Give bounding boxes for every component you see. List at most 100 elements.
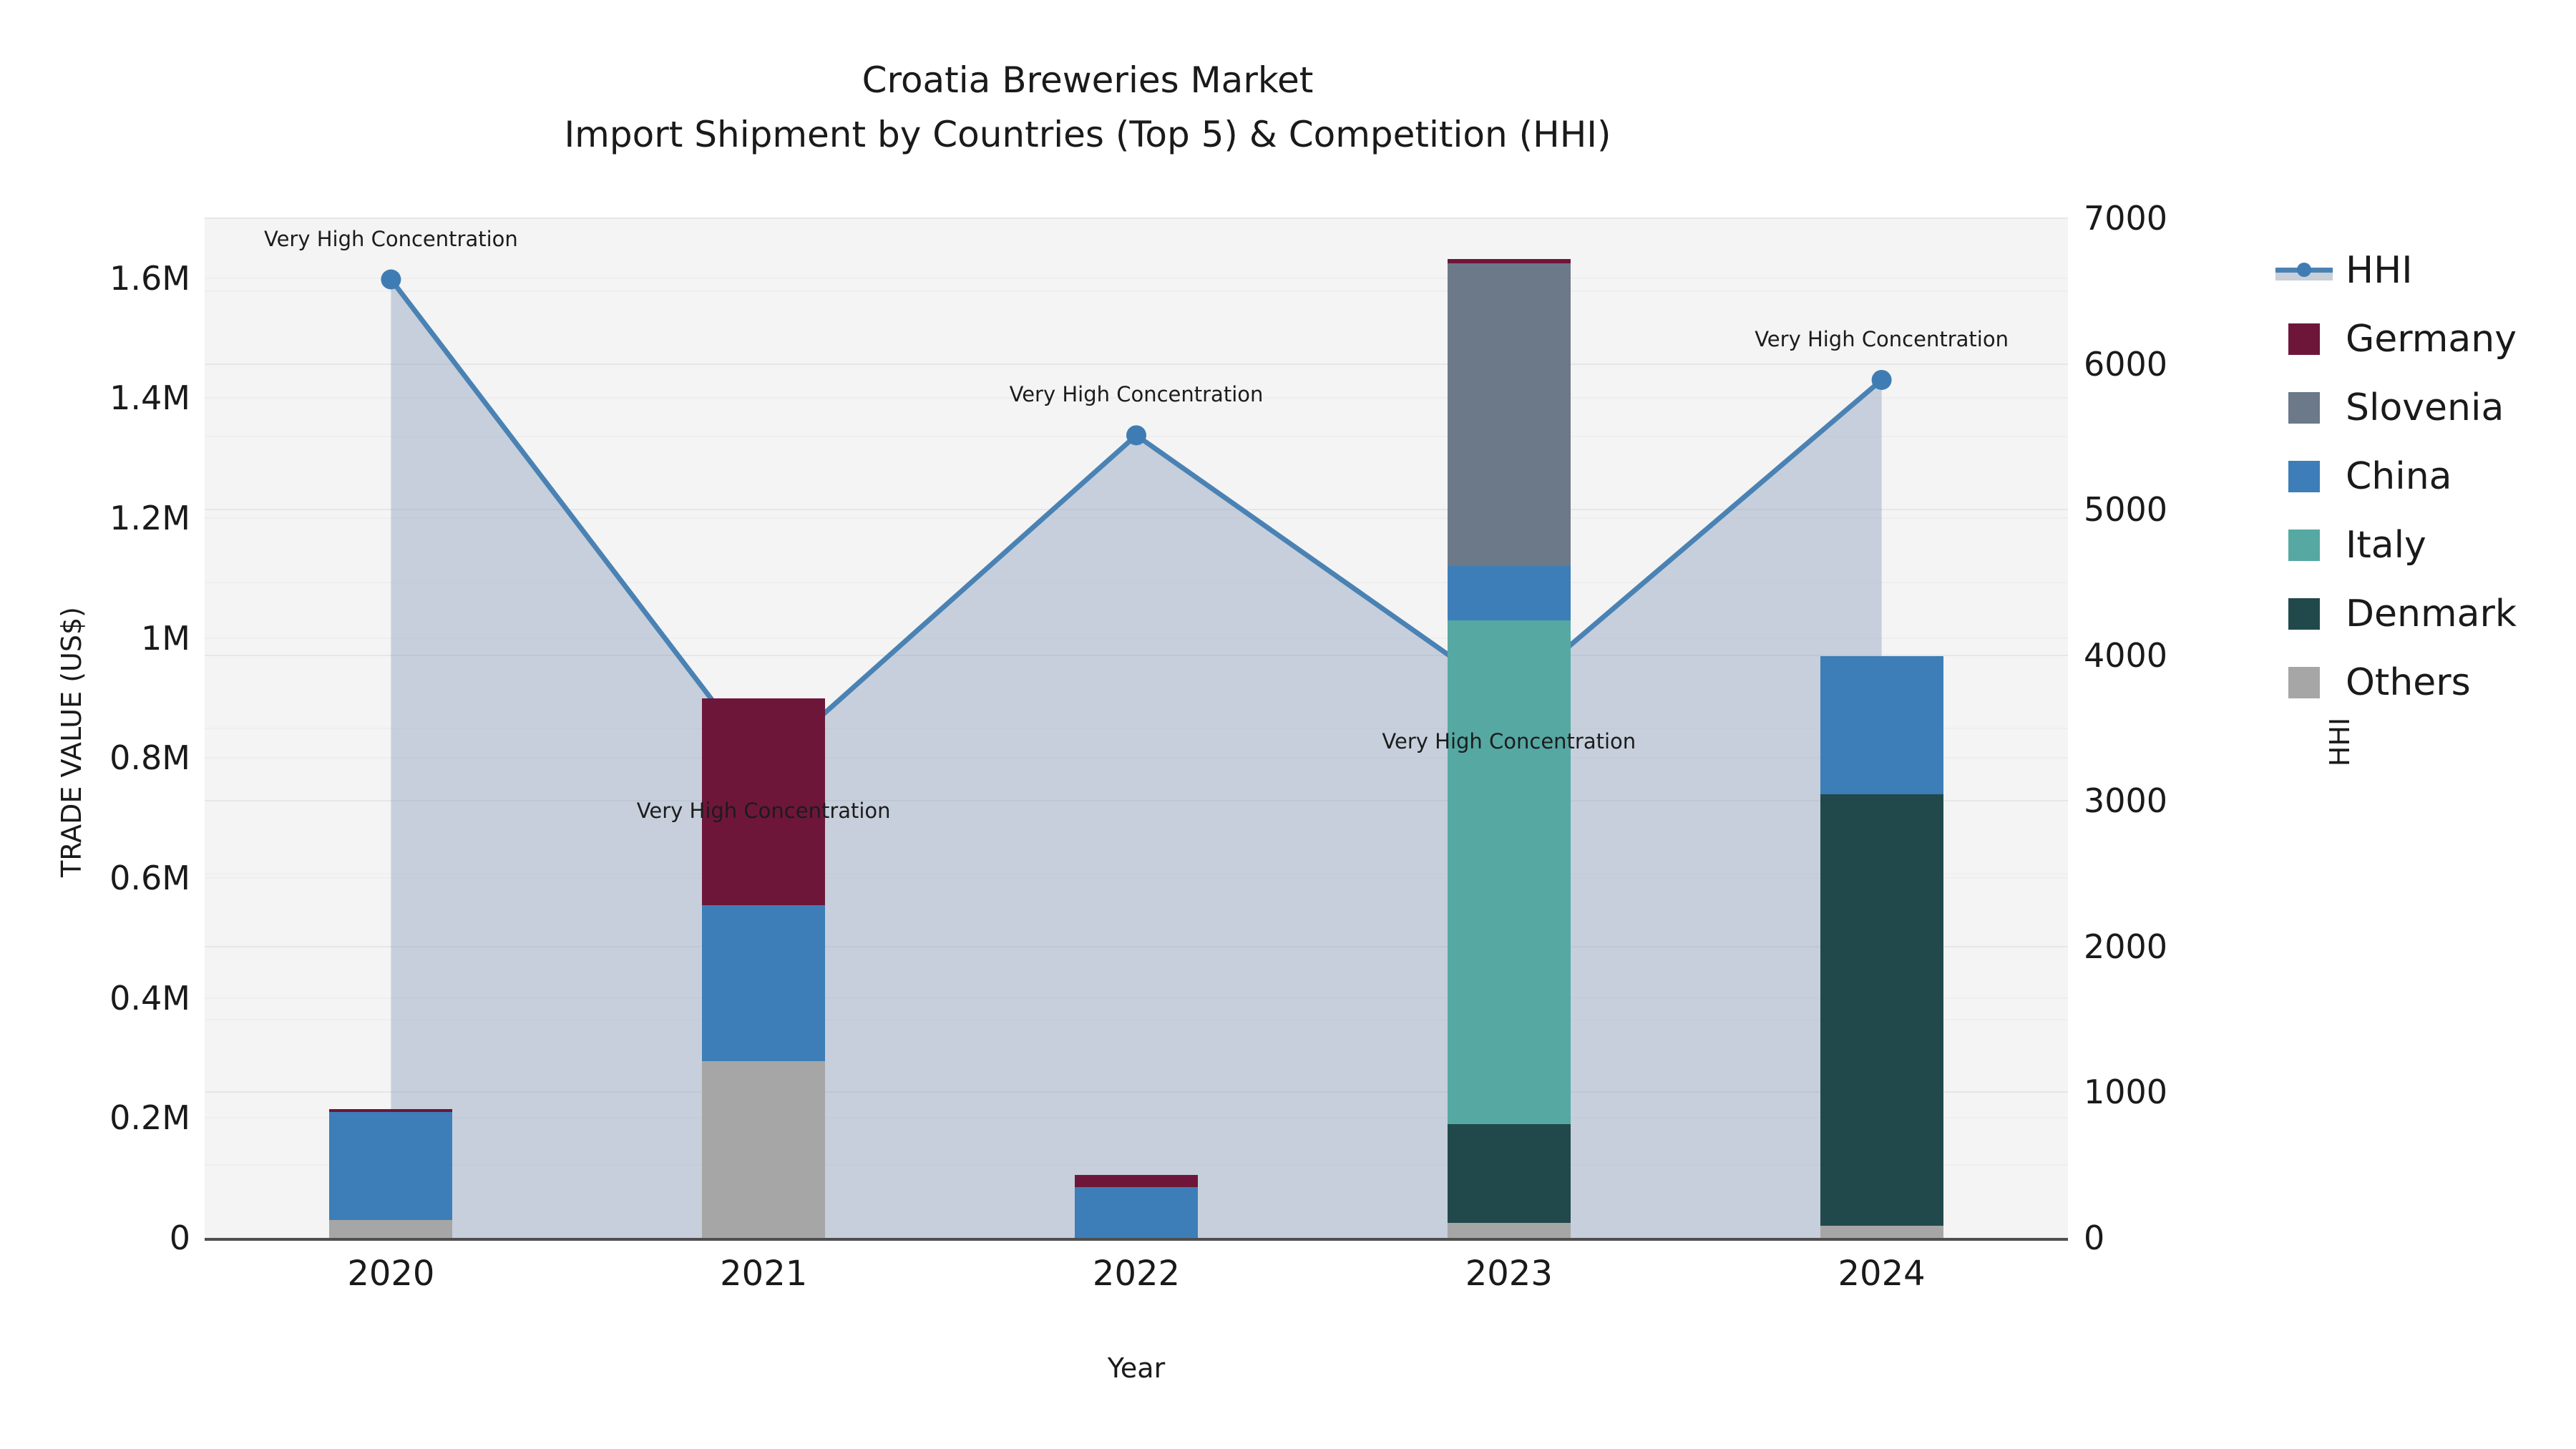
y-axis-right-tick-label: 0 [2084,1219,2105,1257]
gridline [205,218,2068,219]
legend-swatch-line-icon [2275,255,2333,286]
hhi-annotation-label: Very High Concentration [264,226,518,251]
y-axis-right-tick-label: 1000 [2084,1073,2168,1112]
gridline [205,1117,2068,1119]
bar-segment-others[interactable] [702,1060,826,1238]
legend-item-hhi[interactable]: HHI [2275,236,2517,305]
gridline [205,517,2068,519]
bar-column[interactable] [1820,218,1943,1238]
gridline [205,945,2068,947]
legend-item-germany[interactable]: Germany [2275,305,2517,374]
bar-segment-china[interactable] [1820,655,1943,794]
legend-item-label: China [2346,455,2452,498]
y-axis-right-tick-label: 3000 [2084,781,2168,821]
bar-segment-others[interactable] [1447,1223,1571,1238]
gridline [205,1018,2068,1020]
bar-column[interactable] [329,218,453,1238]
legend-swatch-china-icon [2288,461,2320,492]
y-axis-right-tick-label: 6000 [2084,344,2168,384]
x-axis-tick-label[interactable]: 2021 [720,1254,808,1294]
gridline [205,997,2068,999]
gridline [205,877,2068,879]
hhi-data-point[interactable] [1871,369,1892,390]
legend-item-label: Slovenia [2346,386,2504,429]
legend-marker-dot-icon [2297,263,2311,277]
bar-segment-germany[interactable] [1447,259,1571,263]
bar-segment-italy[interactable] [1447,620,1571,1124]
gridline [205,290,2068,292]
x-axis-tick-label[interactable]: 2022 [1092,1254,1181,1294]
hhi-annotation-label: Very High Concentration [1755,326,2009,351]
gridline [205,581,2068,583]
chart-title: Croatia Breweries Market Import Shipment… [0,57,2175,157]
bar-segment-others[interactable] [329,1219,453,1238]
y-axis-left-tick-label: 1.4M [109,379,190,418]
bar-segment-china[interactable] [1447,566,1571,620]
bar-segment-china[interactable] [1075,1186,1198,1238]
hhi-annotation-label: Very High Concentration [1382,728,1636,753]
x-axis-tick-label[interactable]: 2024 [1838,1254,1926,1294]
hhi-annotation-label: Very High Concentration [636,799,891,824]
bar-segment-germany[interactable] [329,1108,453,1112]
legend-item-china[interactable]: China [2275,442,2517,511]
bar-segment-denmark[interactable] [1820,794,1943,1226]
y-axis-left-tick-label: 1.2M [109,499,190,538]
y-axis-right-tick-label: 2000 [2084,927,2168,966]
legend-item-label: Germany [2346,318,2517,361]
gridline [205,654,2068,656]
legend-swatch-others-icon [2288,667,2320,698]
y-axis-left-tick-label: 0 [169,1219,190,1257]
bar-segment-denmark[interactable] [1447,1123,1571,1224]
bar-segment-germany[interactable] [1075,1174,1198,1187]
legend-swatch-slovenia-icon [2288,392,2320,424]
x-axis-tick-label[interactable]: 2023 [1465,1254,1553,1294]
bar-column[interactable] [1447,218,1571,1238]
y-axis-right-tick-label: 7000 [2084,199,2168,238]
bar-segment-slovenia[interactable] [1447,263,1571,567]
y-axis-left-tick-label: 1M [141,618,190,658]
x-axis-title: Year [1107,1352,1166,1384]
gridline [205,509,2068,511]
gridline [205,277,2068,279]
bar-segment-china[interactable] [329,1111,453,1220]
legend-item-label: Others [2346,661,2471,704]
legend-item-slovenia[interactable]: Slovenia [2275,374,2517,442]
gridline [205,1164,2068,1166]
bar-segment-china[interactable] [702,904,826,1061]
y-axis-left-tick-label: 0.6M [109,859,190,898]
plot-area [205,218,2068,1239]
gridline [205,727,2068,729]
y-axis-right-tick-label: 5000 [2084,490,2168,530]
gridline [205,1091,2068,1093]
legend-item-denmark[interactable]: Denmark [2275,580,2517,648]
bar-segment-others[interactable] [1820,1226,1943,1238]
y-axis-left-tick-label: 0.4M [109,978,190,1018]
gridline [205,757,2068,759]
y-axis-left-tick-label: 0.8M [109,738,190,778]
x-axis-spine [205,1238,2068,1241]
legend-swatch-denmark-icon [2288,598,2320,630]
gridline [205,637,2068,639]
legend-swatch-italy-icon [2288,530,2320,561]
legend-swatch-germany-icon [2288,323,2320,355]
legend-item-label: Italy [2346,524,2426,567]
legend-item-others[interactable]: Others [2275,648,2517,717]
legend-item-italy[interactable]: Italy [2275,511,2517,580]
legend-item-label: Denmark [2346,592,2517,635]
gridline [205,363,2068,365]
bar-segment-germany[interactable] [702,698,826,905]
y-axis-left-tick-label: 1.6M [109,258,190,298]
chart-title-line-2: Import Shipment by Countries (Top 5) & C… [564,114,1611,155]
chart-title-line-1: Croatia Breweries Market [862,59,1314,101]
x-axis-tick-label[interactable]: 2020 [347,1254,435,1294]
bar-column[interactable] [702,218,826,1238]
hhi-data-point[interactable] [381,269,401,290]
legend: HHI Germany Slovenia China Italy Denmark Other… [2275,236,2517,717]
legend-item-label: HHI [2346,249,2413,292]
bar-column[interactable] [1075,218,1198,1238]
hhi-data-point[interactable] [1126,425,1146,446]
hhi-annotation-label: Very High Concentration [1009,382,1264,407]
gridline [205,873,2068,875]
y-axis-left-title: TRADE VALUE (US$) [56,607,87,877]
